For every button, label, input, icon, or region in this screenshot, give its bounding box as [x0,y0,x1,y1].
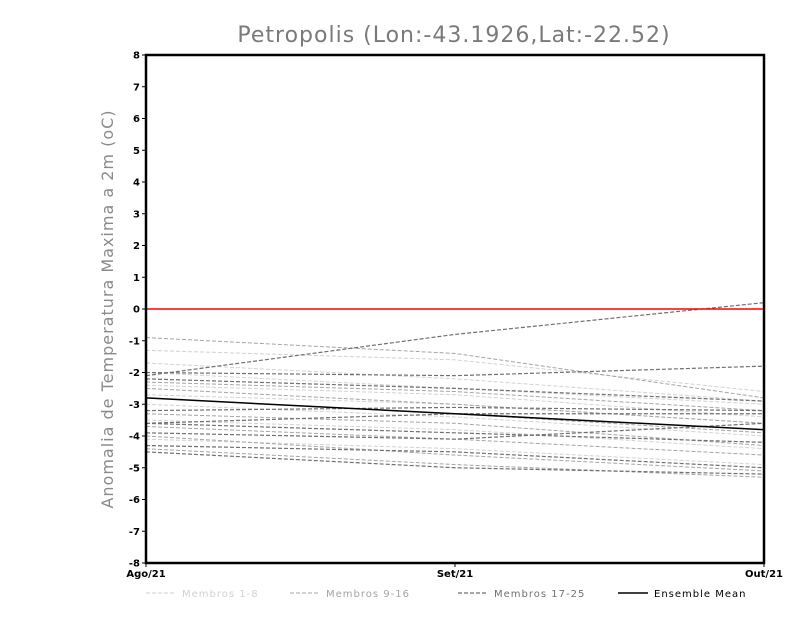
y-tick-label: 7 [133,82,140,93]
x-tick-label: Ago/21 [126,569,165,580]
member-series-line-15 [145,448,765,478]
member-series-line-9 [145,381,765,412]
member-series-line-16 [145,302,765,377]
member-series-line-20 [145,413,764,424]
member-series-line-1 [145,362,765,402]
y-tick-label: 3 [133,209,140,220]
member-series-line-8 [145,337,765,399]
x-tick-label: Out/21 [745,569,783,580]
legend-label-g3: Membros 17-25 [494,589,585,600]
y-tick-label: -3 [129,400,140,411]
y-tick-label: 4 [133,178,140,189]
y-tick-label: 0 [133,305,140,316]
y-tick-label: 8 [133,51,140,62]
legend: Membros 1-8 Membros 9-16 Membros 17-25 Ense… [146,589,746,600]
y-tick-label: -8 [129,559,140,570]
member-series-line-24 [145,451,765,475]
y-tick-label: -4 [129,432,140,443]
y-tick-label: 5 [133,146,140,157]
member-series-line-22 [145,422,765,440]
member-series-line-14 [145,435,765,472]
member-series-line-17 [145,365,765,377]
member-series-line-0 [145,349,765,393]
y-tick-label: 6 [133,114,140,125]
x-tick-label: Set/21 [437,569,473,580]
member-series-line-10 [145,387,765,424]
legend-label-mean: Ensemble Mean [654,589,746,600]
member-series-line-21 [145,422,765,443]
y-tick-label: -6 [129,495,140,506]
legend-label-g1: Membros 1-8 [182,589,259,600]
member-series-line-13 [145,425,765,456]
member-series-line-23 [145,444,765,469]
member-series-line-12 [145,413,765,447]
plot-frame [144,53,766,565]
member-series-line-19 [145,406,765,412]
ensemble-mean-line [145,397,765,431]
chart-title: Petropolis (Lon:-43.1926,Lat:-22.52) [237,23,670,48]
y-tick-label: 1 [133,273,140,284]
y-tick-label: -7 [129,527,140,538]
y-tick-label: -2 [129,368,140,379]
member-series-line-18 [145,378,765,402]
y-tick-label: -5 [129,463,140,474]
member-series-line-5 [145,403,765,437]
member-series-line-3 [145,384,765,418]
y-tick-label: 2 [133,241,140,252]
legend-label-g2: Membros 9-16 [326,589,410,600]
y-axis-label: Anomalia de Temperatura Maxima a 2m (oC) [98,109,117,508]
member-series-line-6 [145,419,765,450]
y-tick-label: -1 [129,336,140,347]
